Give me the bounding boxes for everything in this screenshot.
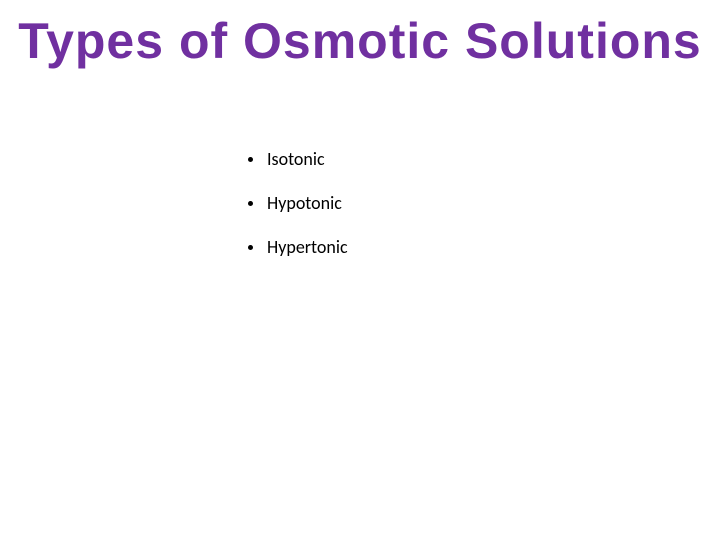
bullet-icon [248, 245, 253, 250]
slide-title: Types of Osmotic Solutions [0, 12, 720, 70]
list-item: Hypotonic [248, 192, 348, 214]
list-item: Hypertonic [248, 236, 348, 258]
list-item-label: Hypotonic [267, 192, 342, 214]
bullet-list: Isotonic Hypotonic Hypertonic [248, 148, 348, 280]
bullet-icon [248, 201, 253, 206]
list-item-label: Isotonic [267, 148, 325, 170]
slide: Types of Osmotic Solutions Isotonic Hypo… [0, 0, 720, 540]
bullet-icon [248, 157, 253, 162]
list-item-label: Hypertonic [267, 236, 348, 258]
list-item: Isotonic [248, 148, 348, 170]
